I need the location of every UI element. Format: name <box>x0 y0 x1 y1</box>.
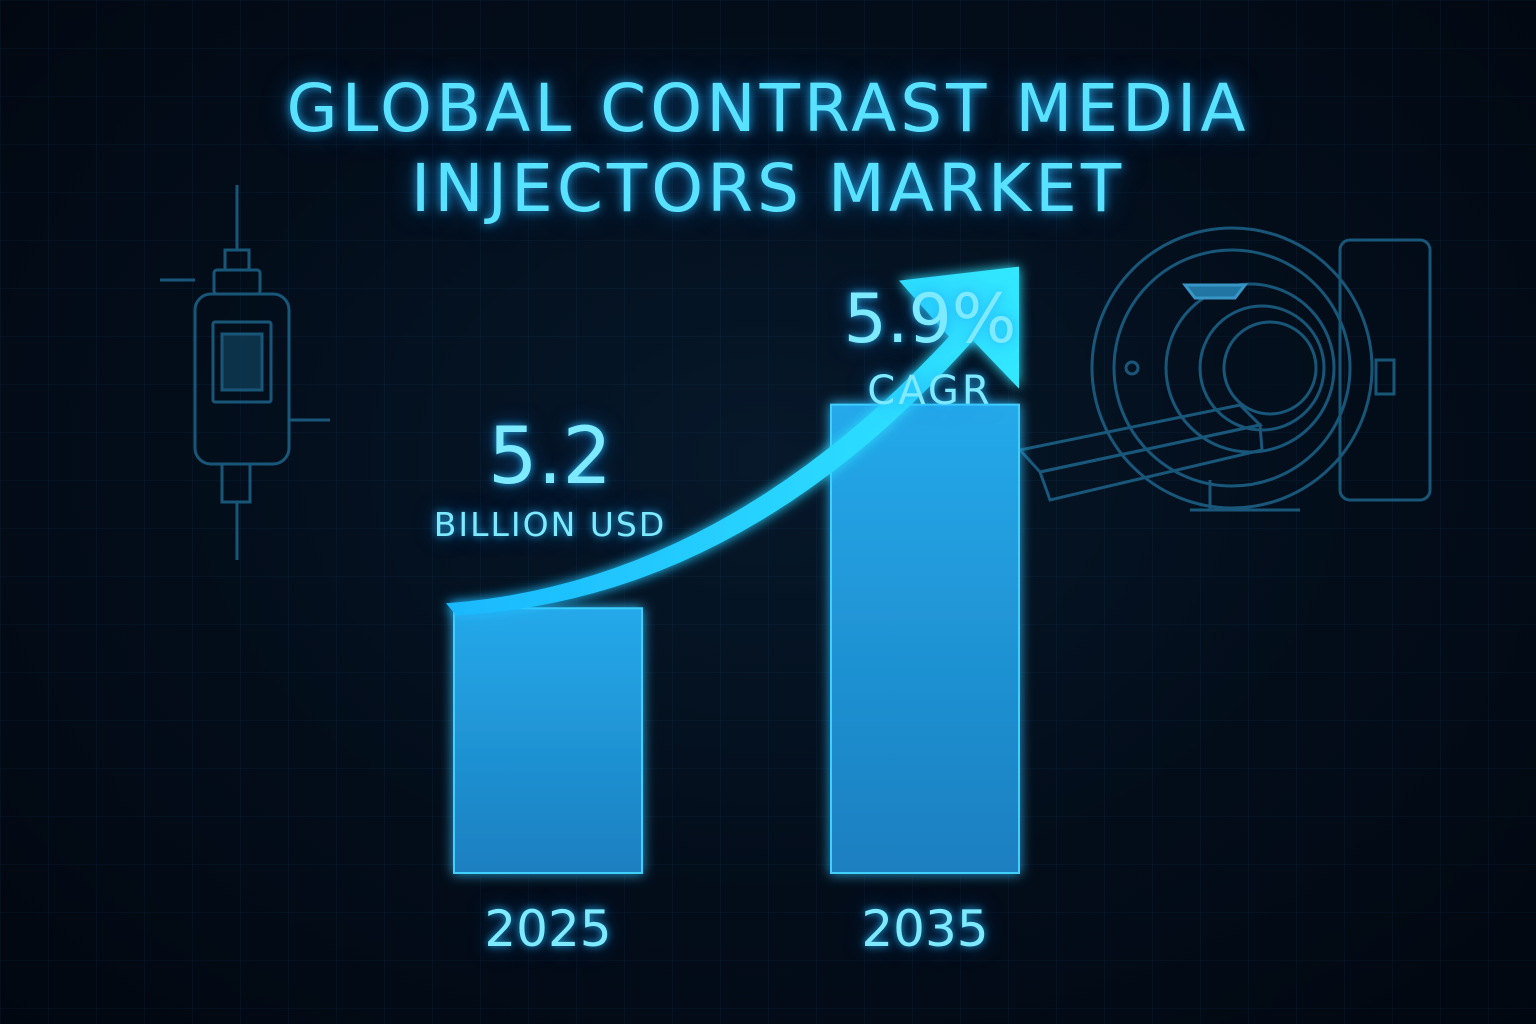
cagr-value-label: 5.9% <box>843 280 1017 359</box>
cagr-text-label: CAGR <box>867 368 993 414</box>
bars-layer <box>453 403 1020 874</box>
chart-title-line-1: GLOBAL CONTRAST MEDIA <box>286 70 1250 147</box>
bar-2035 <box>830 403 1020 874</box>
bar-2025 <box>453 607 643 874</box>
chart-title-line-2: INJECTORS MARKET <box>410 150 1126 227</box>
syringe-injector-icon <box>160 185 330 560</box>
trend-arrow <box>446 266 1019 616</box>
start-unit-label: BILLION USD <box>433 505 667 544</box>
ct-scanner-icon <box>1017 226 1432 512</box>
start-value-label: 5.2 <box>487 412 613 502</box>
x-tick-label-2035: 2035 <box>861 900 989 958</box>
x-tick-label-2025: 2025 <box>484 900 612 958</box>
